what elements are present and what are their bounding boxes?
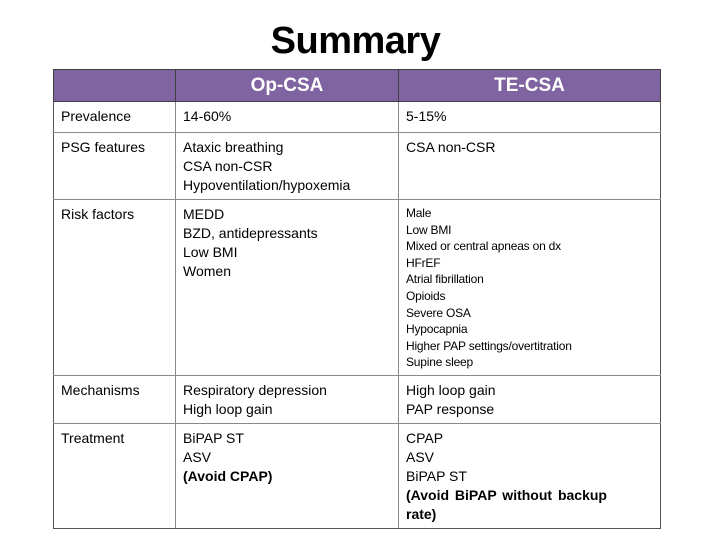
op-csa-cell: Respiratory depression High loop gain <box>175 374 399 424</box>
row-label: PSG features <box>53 132 176 200</box>
cell-line: High loop gain <box>183 400 273 417</box>
te-csa-cell: High loop gain PAP response <box>398 374 661 424</box>
summary-table: Op-CSA TE-CSA Prevalence 14-60% 5-15% PS… <box>53 69 661 529</box>
cell-line: BiPAP ST <box>183 429 244 446</box>
cell-line: Women <box>183 263 231 279</box>
header-empty-cell <box>53 69 176 102</box>
cell-line: 5-15% <box>406 108 447 124</box>
cell-line: Hypocapnia <box>406 322 468 337</box>
cell-line: Ataxic breathing <box>183 139 284 155</box>
slide-title: Summary <box>270 20 441 62</box>
header-te-csa: TE-CSA <box>398 69 661 102</box>
header-op-csa: Op-CSA <box>175 69 399 102</box>
cell-line: Higher PAP settings/overtitration <box>406 338 572 353</box>
table-header-row: Op-CSA TE-CSA <box>53 69 661 102</box>
table-row-mechanisms: Mechanisms Respiratory depression High l… <box>53 374 661 424</box>
table-row-risk-factors: Risk factors MEDD BZD, antidepressants L… <box>53 199 661 376</box>
cell-line: Low BMI <box>406 222 452 237</box>
cell-line: Mixed or central apneas on dx <box>406 239 561 254</box>
avoid-note: (Avoid BiPAP without backup <box>406 486 607 503</box>
op-csa-cell: Ataxic breathing CSA non-CSR Hypoventila… <box>175 132 399 200</box>
cell-line: Opioids <box>406 288 446 303</box>
cell-line: High loop gain <box>406 381 496 398</box>
cell-line: BiPAP ST <box>406 467 467 484</box>
cell-line: Supine sleep <box>406 355 473 370</box>
cell-line: 14-60% <box>183 108 232 124</box>
avoid-note: (Avoid CPAP) <box>183 467 273 484</box>
cell-line: PAP response <box>406 400 495 417</box>
cell-line: Respiratory depression <box>183 381 327 398</box>
cell-line: CPAP <box>406 429 444 446</box>
cell-line: CSA non-CSR <box>183 158 273 174</box>
row-label: Risk factors <box>53 199 176 376</box>
table-row-treatment: Treatment BiPAP ST ASV (Avoid CPAP) CPAP… <box>53 422 661 529</box>
cell-line: MEDD <box>183 206 225 222</box>
row-label: Mechanisms <box>53 374 176 424</box>
avoid-note: rate) <box>406 505 437 522</box>
cell-line: ASV <box>406 448 435 465</box>
row-label: Treatment <box>53 422 176 529</box>
te-csa-cell: CPAP ASV BiPAP ST (Avoid BiPAP without b… <box>398 422 661 529</box>
cell-line: Male <box>406 206 432 220</box>
table-row-psg-features: PSG features Ataxic breathing CSA non-CS… <box>53 132 661 200</box>
cell-line: HFrEF <box>406 255 441 270</box>
cell-line: Low BMI <box>183 244 238 260</box>
row-label: Prevalence <box>53 101 176 133</box>
te-csa-cell: Male Low BMI Mixed or central apneas on … <box>398 199 661 376</box>
cell-line: Hypoventilation/hypoxemia <box>183 177 351 193</box>
te-csa-cell: CSA non-CSR <box>398 132 661 200</box>
op-csa-cell: BiPAP ST ASV (Avoid CPAP) <box>175 422 399 529</box>
op-csa-cell: 14-60% <box>175 101 399 133</box>
table-row-prevalence: Prevalence 14-60% 5-15% <box>53 101 661 133</box>
cell-line: BZD, antidepressants <box>183 225 318 241</box>
cell-line: ASV <box>183 448 212 465</box>
cell-line: Severe OSA <box>406 305 471 320</box>
cell-line: Atrial fibrillation <box>406 272 484 287</box>
op-csa-cell: MEDD BZD, antidepressants Low BMI Women <box>175 199 399 376</box>
te-csa-cell: 5-15% <box>398 101 661 133</box>
cell-line: CSA non-CSR <box>406 139 496 155</box>
